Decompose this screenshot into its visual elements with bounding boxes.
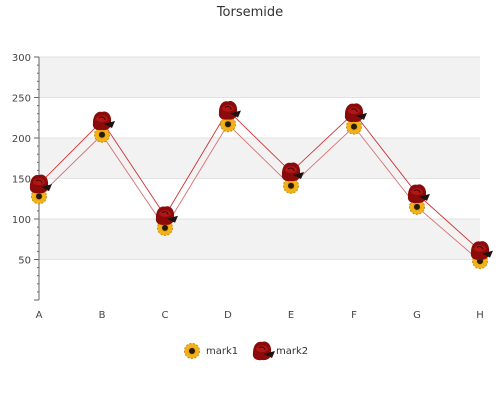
rose-icon <box>218 100 242 121</box>
legend-label-mark2: mark2 <box>276 346 308 357</box>
x-tick-label: F <box>351 310 357 321</box>
rose-icon <box>252 340 276 361</box>
x-tick-label: H <box>476 310 484 321</box>
chart-title: Torsemide <box>216 5 283 20</box>
grid-band <box>39 138 480 179</box>
y-tick-label: 200 <box>12 134 31 145</box>
x-tick-label: E <box>288 310 294 321</box>
rose-icon <box>470 240 494 261</box>
series-lines <box>38 109 481 262</box>
x-tick-label: B <box>99 310 106 321</box>
rose-icon <box>92 110 116 131</box>
x-tick-label: D <box>224 310 232 321</box>
y-tick-label: 150 <box>12 175 31 186</box>
series-line-mark1 <box>38 123 481 262</box>
rose-icon <box>407 183 431 204</box>
legend: mark1 mark2 <box>184 340 308 361</box>
y-tick-label: 250 <box>12 94 31 105</box>
grid-band <box>39 219 480 260</box>
x-axis: A B C D E F G H <box>36 310 484 321</box>
series-line-mark2 <box>38 109 481 251</box>
y-tick-label: 300 <box>12 53 31 64</box>
y-tick-label: 50 <box>18 256 31 267</box>
y-tick-label: 100 <box>12 215 31 226</box>
x-tick-label: A <box>36 310 43 321</box>
x-tick-label: G <box>413 310 421 321</box>
rose-icon <box>155 205 179 226</box>
sunflower-icon <box>184 343 200 359</box>
x-tick-label: C <box>162 310 169 321</box>
rose-icon <box>344 102 368 123</box>
legend-label-mark1: mark1 <box>206 346 238 357</box>
grid-band <box>39 57 480 98</box>
y-grid <box>39 56 480 260</box>
